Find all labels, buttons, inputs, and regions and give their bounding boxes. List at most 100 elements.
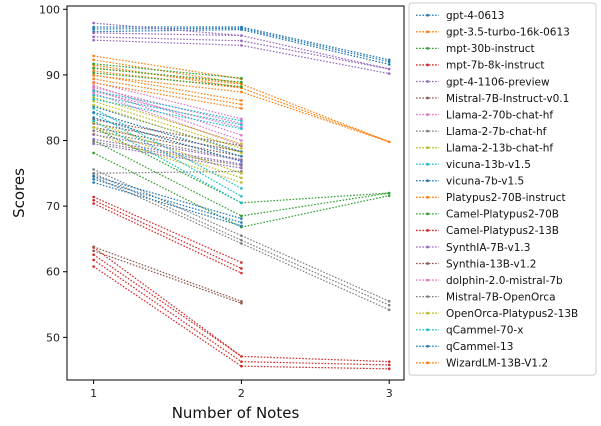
series-line-segment (94, 177, 242, 244)
data-point (388, 300, 391, 303)
legend-label: qCammel-70-x (446, 325, 523, 337)
data-point (92, 181, 95, 184)
legend-label: mpt-7b-8k-instruct (446, 60, 545, 72)
data-point (240, 147, 243, 150)
series-line-segment (241, 27, 389, 60)
data-point (92, 74, 95, 77)
data-point (92, 265, 95, 268)
data-point (92, 22, 95, 25)
data-point (240, 127, 243, 130)
series-line-segment (241, 244, 389, 310)
data-point (92, 172, 95, 175)
data-point (240, 103, 243, 106)
data-point (388, 72, 391, 75)
series-line-segment (94, 40, 242, 45)
data-point (240, 120, 243, 123)
legend-marker (426, 179, 429, 182)
data-point (240, 85, 243, 88)
data-point (92, 89, 95, 92)
data-point (240, 172, 243, 175)
legend-label: Synthia-13B-v1.2 (446, 258, 536, 270)
x-tick-label: 1 (90, 387, 97, 400)
series-line-segment (94, 127, 242, 178)
series-line-segment (94, 113, 242, 196)
data-point (240, 300, 243, 303)
legend-label: Mistral-7B-OpenOrca (446, 291, 556, 303)
data-point (92, 120, 95, 123)
axis-ticks: 1 2 35060708090100 (39, 3, 393, 400)
y-tick-label: 70 (46, 200, 60, 213)
legend-label: Platypus2-70B-instruct (446, 192, 566, 204)
legend-label: OpenOrca-Platypus2-13B (446, 308, 578, 320)
series-line-segment (94, 255, 242, 357)
series-line-segment (94, 176, 242, 219)
data-point (92, 178, 95, 181)
series-lines (92, 22, 390, 370)
series-line-segment (94, 30, 242, 32)
y-tick-label: 80 (46, 135, 60, 148)
data-point (240, 221, 243, 224)
data-point (240, 261, 243, 264)
data-point (240, 91, 243, 94)
series-line-segment (241, 362, 389, 365)
series-line-segment (94, 203, 242, 273)
legend-label: Camel-Platypus2-13B (446, 225, 559, 237)
data-point (92, 152, 95, 155)
legend-marker (426, 345, 429, 348)
data-point (240, 152, 243, 155)
series-line-segment (241, 356, 389, 361)
data-point (240, 81, 243, 84)
legend-marker (426, 196, 429, 199)
data-point (240, 187, 243, 190)
data-point (240, 107, 243, 110)
data-point (240, 215, 243, 218)
legend-marker (426, 113, 429, 116)
data-point (92, 59, 95, 62)
data-point (240, 181, 243, 184)
legend-marker (426, 246, 429, 249)
legend-label: gpt-3.5-turbo-16k-0613 (446, 27, 570, 39)
legend-label: SynthIA-7B-v1.3 (446, 242, 530, 254)
legend-label: Camel-Platypus2-70B (446, 209, 559, 221)
data-point (240, 355, 243, 358)
data-point (92, 111, 95, 114)
y-tick-label: 100 (39, 3, 60, 16)
data-point (240, 77, 243, 80)
data-point (240, 272, 243, 275)
data-point (92, 36, 95, 39)
series-line-segment (94, 76, 242, 92)
legend: gpt-4-0613 gpt-3.5-turbo-16k-0613 mpt-30b-… (409, 3, 596, 375)
data-point (92, 196, 95, 199)
legend-marker (426, 312, 429, 315)
data-point (92, 26, 95, 29)
series-line-segment (94, 179, 242, 222)
data-point (92, 259, 95, 262)
plot-frame (67, 6, 404, 380)
legend-marker (426, 146, 429, 149)
data-point (240, 44, 243, 47)
data-point (92, 81, 95, 84)
data-point (92, 129, 95, 132)
legend-marker (426, 97, 429, 100)
legend-label: dolphin-2.0-mistral-7b (446, 275, 563, 287)
data-point (240, 242, 243, 245)
data-point (240, 139, 243, 142)
data-point (92, 138, 95, 141)
data-point (388, 194, 391, 197)
x-axis-label: Number of Notes (172, 404, 300, 422)
data-point (92, 104, 95, 107)
data-point (240, 225, 243, 228)
series-line-segment (94, 260, 242, 362)
series-line-segment (241, 236, 389, 302)
series-line-segment (241, 196, 389, 227)
data-point (92, 55, 95, 58)
data-point (240, 163, 243, 166)
legend-label: WizardLM-13B-V1.2 (446, 358, 548, 370)
data-point (240, 202, 243, 205)
legend-marker (426, 212, 429, 215)
data-point (388, 308, 391, 311)
legend-marker (426, 163, 429, 166)
series-line-segment (241, 240, 389, 305)
series-line-segment (94, 153, 242, 227)
series-line-segment (241, 193, 389, 203)
